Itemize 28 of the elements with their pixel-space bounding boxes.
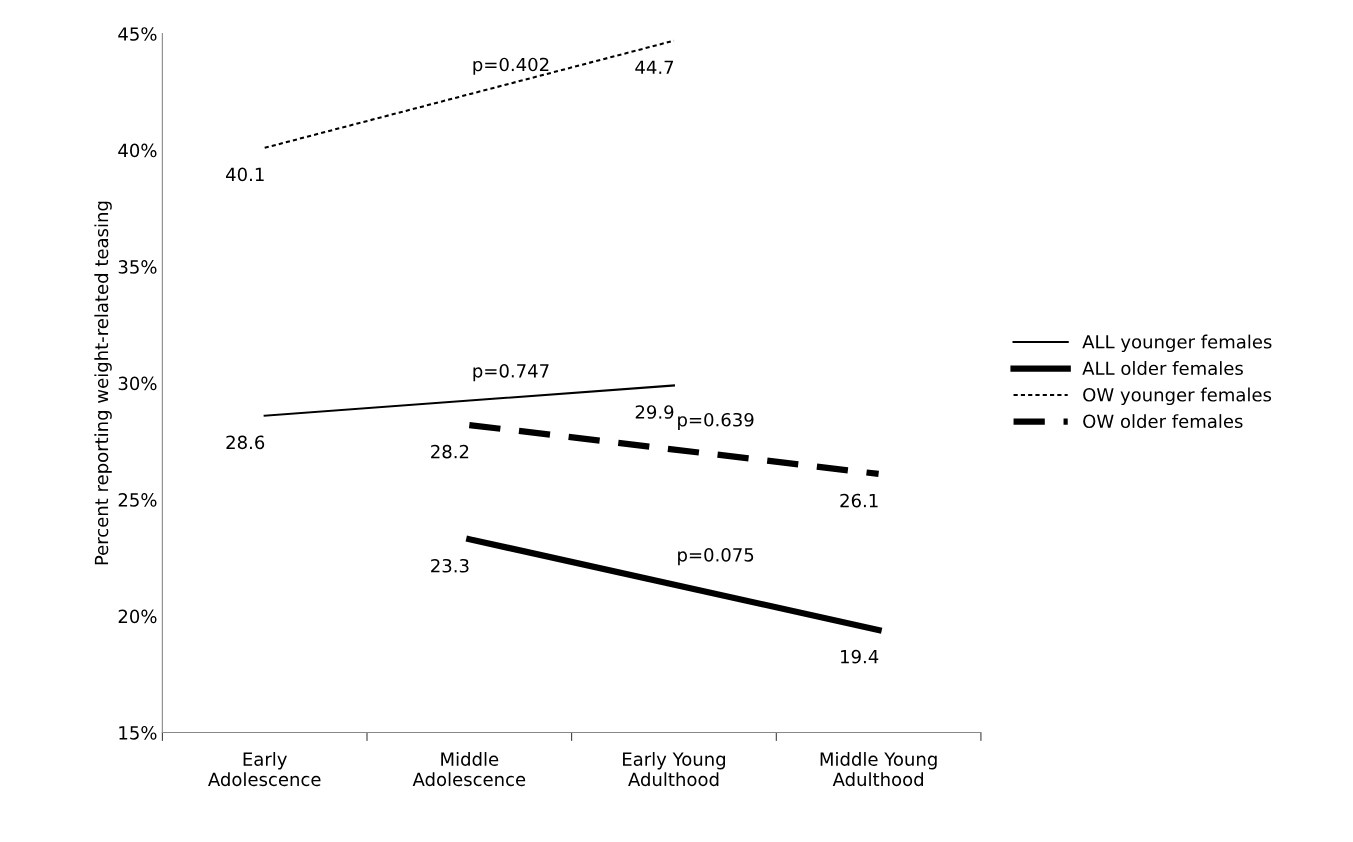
legend-label: ALL younger females [1082,334,1272,353]
data-label: 26.1 [840,493,878,508]
x-tick-label: Early Adolescence [208,751,321,787]
annotation: p=0.402 [473,57,549,75]
data-label: 23.3 [431,558,469,573]
y-tick-label: 30% [118,376,157,391]
legend-label: OW older females [1083,414,1243,429]
x-tick-label: Middle Young Adulthood [820,751,937,787]
y-tick-label: 35% [118,260,157,274]
data-label: 44.7 [635,60,674,74]
legend-label: OW younger females [1083,387,1272,406]
y-tick-label: 20% [118,609,157,624]
y-tick-label: 45% [118,27,157,41]
annotation: p=0.639 [678,412,754,431]
data-label: 40.1 [226,167,264,182]
data-label: 29.9 [635,405,674,419]
data-label: 28.2 [431,444,469,459]
y-tick-label: 25% [118,493,157,507]
annotation: p=0.075 [678,548,754,566]
data-label: 28.6 [226,435,265,450]
x-tick-label: Early Young Adulthood [623,751,726,787]
annotation: p=0.747 [473,363,549,382]
y-tick-label: 40% [118,143,157,158]
legend-label: ALL older females [1082,361,1243,376]
x-tick-label: Middle Adolescence [412,751,526,787]
y-tick-label: 15% [119,726,157,740]
data-label: 19.4 [841,649,879,664]
y-axis-title: Percent reporting weight-related teasing [94,201,112,565]
